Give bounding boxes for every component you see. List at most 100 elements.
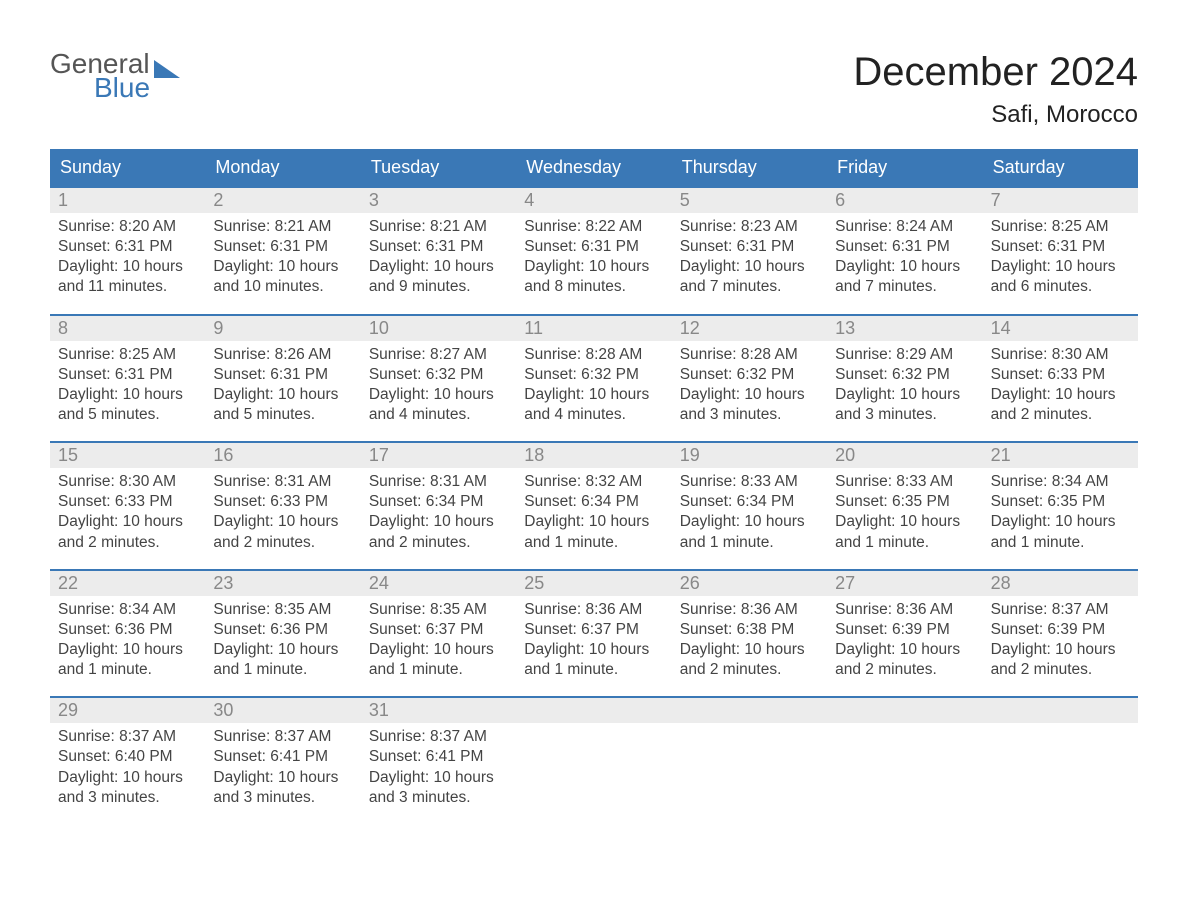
sunset-line: Sunset: 6:34 PM [367, 492, 510, 512]
sunrise-line: Sunrise: 8:34 AM [989, 472, 1132, 492]
day-number-row: 11 [516, 316, 671, 341]
day-number: 24 [369, 573, 389, 593]
calendar-day: 17Sunrise: 8:31 AMSunset: 6:34 PMDayligh… [361, 443, 516, 567]
day-number-row: 10 [361, 316, 516, 341]
sunrise-line: Sunrise: 8:28 AM [522, 345, 665, 365]
sunset-line: Sunset: 6:37 PM [367, 620, 510, 640]
daylight-line: Daylight: 10 hours and 7 minutes. [678, 257, 821, 297]
day-number-row: 26 [672, 571, 827, 596]
sunset-line: Sunset: 6:31 PM [211, 237, 354, 257]
day-number-row: . [672, 698, 827, 723]
day-number: 12 [680, 318, 700, 338]
sunset-line: Sunset: 6:32 PM [833, 365, 976, 385]
daylight-line: Daylight: 10 hours and 2 minutes. [367, 512, 510, 552]
day-number-row: 25 [516, 571, 671, 596]
sunset-line: Sunset: 6:31 PM [678, 237, 821, 257]
calendar-day: 8Sunrise: 8:25 AMSunset: 6:31 PMDaylight… [50, 316, 205, 440]
sunset-line: Sunset: 6:31 PM [833, 237, 976, 257]
sunrise-line: Sunrise: 8:31 AM [211, 472, 354, 492]
day-number: 27 [835, 573, 855, 593]
sunrise-line: Sunrise: 8:31 AM [367, 472, 510, 492]
calendar-day: 12Sunrise: 8:28 AMSunset: 6:32 PMDayligh… [672, 316, 827, 440]
calendar-week: 22Sunrise: 8:34 AMSunset: 6:36 PMDayligh… [50, 569, 1138, 695]
day-number-row: 23 [205, 571, 360, 596]
day-number-row: 8 [50, 316, 205, 341]
calendar-day: 24Sunrise: 8:35 AMSunset: 6:37 PMDayligh… [361, 571, 516, 695]
sunrise-line: Sunrise: 8:36 AM [833, 600, 976, 620]
title-block: December 2024 Safi, Morocco [853, 50, 1138, 129]
sunrise-line: Sunrise: 8:23 AM [678, 217, 821, 237]
daylight-line: Daylight: 10 hours and 1 minute. [211, 640, 354, 680]
sunrise-line: Sunrise: 8:37 AM [989, 600, 1132, 620]
calendar-day: 7Sunrise: 8:25 AMSunset: 6:31 PMDaylight… [983, 188, 1138, 312]
calendar-day: . [672, 698, 827, 822]
day-number-row: . [516, 698, 671, 723]
day-number: 29 [58, 700, 78, 720]
day-number: 28 [991, 573, 1011, 593]
calendar-day: 29Sunrise: 8:37 AMSunset: 6:40 PMDayligh… [50, 698, 205, 822]
sunrise-line: Sunrise: 8:27 AM [367, 345, 510, 365]
calendar-day: 15Sunrise: 8:30 AMSunset: 6:33 PMDayligh… [50, 443, 205, 567]
calendar-day: 10Sunrise: 8:27 AMSunset: 6:32 PMDayligh… [361, 316, 516, 440]
day-number-row: 24 [361, 571, 516, 596]
calendar-day: 25Sunrise: 8:36 AMSunset: 6:37 PMDayligh… [516, 571, 671, 695]
sunset-line: Sunset: 6:40 PM [56, 747, 199, 767]
day-number: 4 [524, 190, 534, 210]
sunset-line: Sunset: 6:31 PM [56, 365, 199, 385]
day-number: 1 [58, 190, 68, 210]
sunset-line: Sunset: 6:34 PM [522, 492, 665, 512]
sunset-line: Sunset: 6:41 PM [211, 747, 354, 767]
sunrise-line: Sunrise: 8:25 AM [989, 217, 1132, 237]
day-number: 19 [680, 445, 700, 465]
day-number: 16 [213, 445, 233, 465]
sunrise-line: Sunrise: 8:37 AM [367, 727, 510, 747]
calendar-day: 31Sunrise: 8:37 AMSunset: 6:41 PMDayligh… [361, 698, 516, 822]
calendar-day: 4Sunrise: 8:22 AMSunset: 6:31 PMDaylight… [516, 188, 671, 312]
logo: General Blue [50, 50, 180, 102]
day-number-row: 12 [672, 316, 827, 341]
calendar-day: . [827, 698, 982, 822]
daylight-line: Daylight: 10 hours and 7 minutes. [833, 257, 976, 297]
day-number: 14 [991, 318, 1011, 338]
sunset-line: Sunset: 6:35 PM [989, 492, 1132, 512]
day-number: 5 [680, 190, 690, 210]
dow-cell: Friday [827, 149, 982, 186]
daylight-line: Daylight: 10 hours and 2 minutes. [989, 385, 1132, 425]
day-number: 18 [524, 445, 544, 465]
daylight-line: Daylight: 10 hours and 3 minutes. [211, 768, 354, 808]
day-number-row: 4 [516, 188, 671, 213]
calendar-day: 20Sunrise: 8:33 AMSunset: 6:35 PMDayligh… [827, 443, 982, 567]
daylight-line: Daylight: 10 hours and 1 minute. [522, 512, 665, 552]
day-number: 30 [213, 700, 233, 720]
sunset-line: Sunset: 6:31 PM [367, 237, 510, 257]
dow-cell: Tuesday [361, 149, 516, 186]
day-number-row: . [983, 698, 1138, 723]
sunset-line: Sunset: 6:31 PM [522, 237, 665, 257]
calendar: SundayMondayTuesdayWednesdayThursdayFrid… [50, 149, 1138, 822]
day-number-row: 18 [516, 443, 671, 468]
day-number-row: 13 [827, 316, 982, 341]
location: Safi, Morocco [853, 101, 1138, 129]
days-of-week-header: SundayMondayTuesdayWednesdayThursdayFrid… [50, 149, 1138, 186]
daylight-line: Daylight: 10 hours and 4 minutes. [367, 385, 510, 425]
sunset-line: Sunset: 6:36 PM [211, 620, 354, 640]
sunrise-line: Sunrise: 8:28 AM [678, 345, 821, 365]
day-number: 11 [524, 318, 543, 338]
calendar-day: 2Sunrise: 8:21 AMSunset: 6:31 PMDaylight… [205, 188, 360, 312]
sunrise-line: Sunrise: 8:37 AM [56, 727, 199, 747]
sunrise-line: Sunrise: 8:22 AM [522, 217, 665, 237]
calendar-week: 1Sunrise: 8:20 AMSunset: 6:31 PMDaylight… [50, 186, 1138, 312]
day-number: 31 [369, 700, 389, 720]
sunset-line: Sunset: 6:39 PM [989, 620, 1132, 640]
sunrise-line: Sunrise: 8:26 AM [211, 345, 354, 365]
day-number: 3 [369, 190, 379, 210]
daylight-line: Daylight: 10 hours and 9 minutes. [367, 257, 510, 297]
daylight-line: Daylight: 10 hours and 11 minutes. [56, 257, 199, 297]
sunset-line: Sunset: 6:35 PM [833, 492, 976, 512]
day-number: 21 [991, 445, 1011, 465]
dow-cell: Thursday [672, 149, 827, 186]
calendar-day: 22Sunrise: 8:34 AMSunset: 6:36 PMDayligh… [50, 571, 205, 695]
day-number-row: 30 [205, 698, 360, 723]
daylight-line: Daylight: 10 hours and 2 minutes. [56, 512, 199, 552]
sunrise-line: Sunrise: 8:33 AM [678, 472, 821, 492]
